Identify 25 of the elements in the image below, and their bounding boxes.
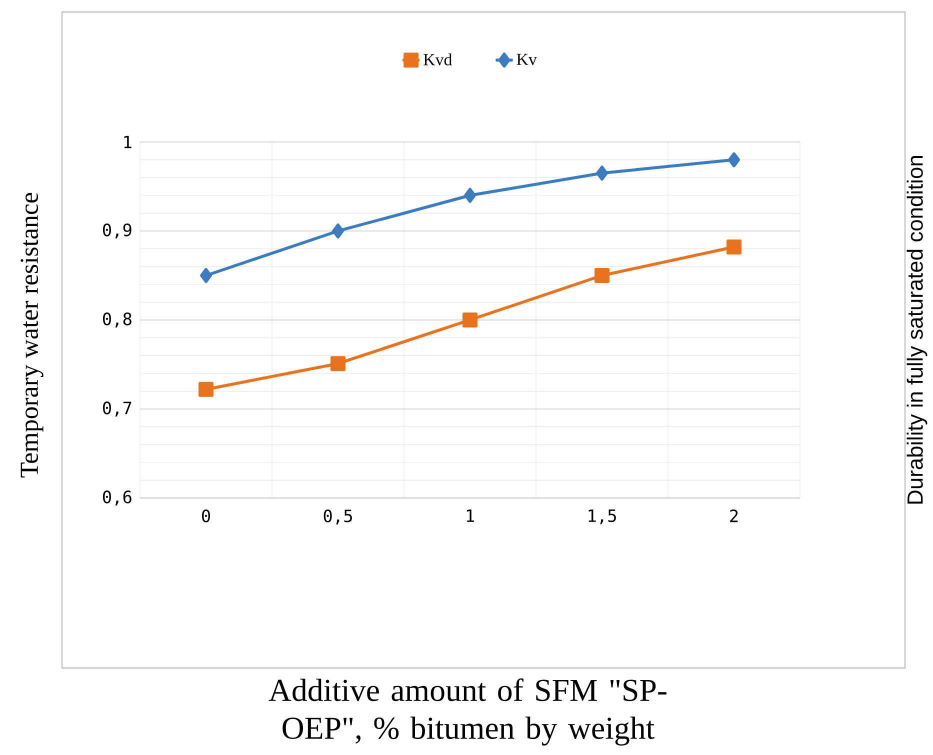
y-tick-label: 0,9 [102, 224, 132, 238]
legend-label: Kv [516, 54, 537, 66]
point [330, 356, 346, 372]
point [728, 152, 740, 168]
point [726, 240, 742, 255]
point [464, 188, 476, 203]
x-tick-label: 2 [730, 509, 738, 522]
x-tick-label: 1 [466, 510, 474, 522]
point [594, 268, 610, 283]
x-tick-label: 0 [202, 509, 210, 522]
x-axis-title: Additive amount of SFM "SP-OEP", % bitumen by weight [268, 678, 666, 746]
x-tick-label: 1,5 [588, 510, 616, 524]
point [332, 223, 344, 238]
y-tick-label: 1 [124, 136, 132, 148]
y-axis-title: Temporary water resistance [20, 192, 44, 478]
legend-label: Kvd [424, 53, 452, 66]
x-tick-label: 0,5 [324, 509, 352, 524]
y-tick-label: 0,6 [102, 490, 132, 506]
point [596, 166, 608, 181]
point [198, 382, 214, 397]
y-tick-label: 0,7 [102, 402, 132, 416]
y-tick-label: 0,8 [102, 312, 132, 328]
y2-axis-title: Durability in fully saturated condition [906, 156, 928, 504]
point [462, 312, 478, 328]
point [200, 268, 212, 283]
